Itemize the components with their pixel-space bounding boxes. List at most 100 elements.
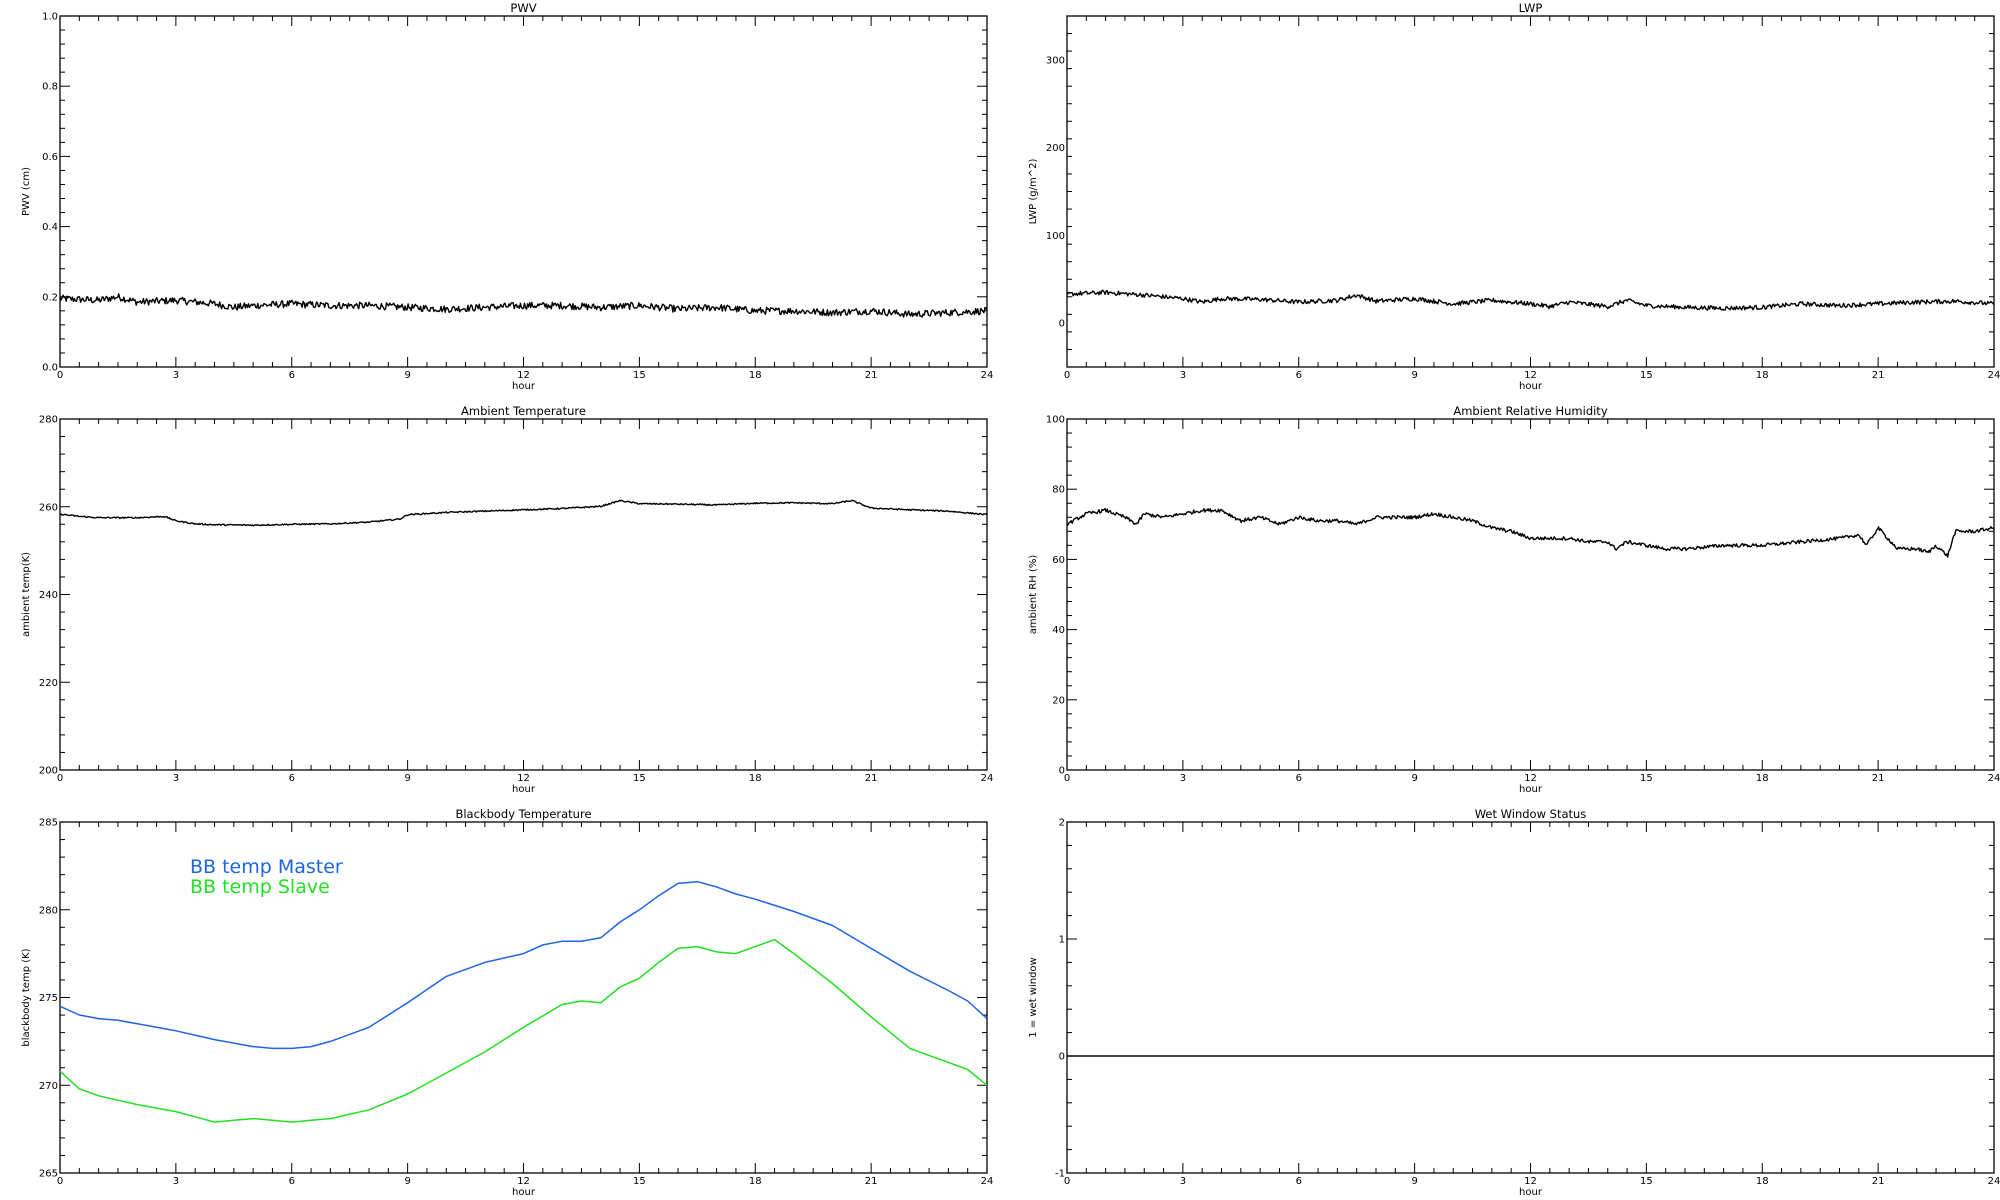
y-tick-label: 200 xyxy=(1046,143,1065,154)
x-tick-label: 6 xyxy=(1296,370,1302,381)
chart-title: Blackbody Temperature xyxy=(455,807,591,821)
y-tick-label: 2 xyxy=(1059,818,1065,829)
x-tick-label: 15 xyxy=(1640,1176,1653,1187)
x-tick-label: 12 xyxy=(1524,1176,1537,1187)
series-line-bb-temp-master xyxy=(60,880,987,1050)
plot-frame xyxy=(1066,418,1995,771)
x-tick-label: 0 xyxy=(57,773,63,784)
x-tick-label: 9 xyxy=(1411,773,1417,784)
x-axis-label: hour xyxy=(1519,1187,1543,1198)
chart-pwv: 0 3 6 9 12 15 18 21 24 0.0 0.2 0.4 0.6 0.8 1.0 PWV hour P… xyxy=(21,1,993,392)
x-tick-label: 21 xyxy=(865,773,878,784)
y-tick-label: 0.6 xyxy=(42,152,58,163)
y-tick-label: 280 xyxy=(39,905,58,916)
legend-entry: BB temp Slave xyxy=(190,876,330,898)
x-tick-label: 12 xyxy=(1524,773,1537,784)
x-axis-label: hour xyxy=(1519,784,1543,795)
y-tick-label: 285 xyxy=(39,818,58,829)
x-tick-label: 18 xyxy=(749,773,762,784)
y-axis-label: ambient RH (%) xyxy=(1028,555,1039,635)
y-tick-label: 100 xyxy=(1046,231,1065,242)
x-tick-label: 24 xyxy=(981,773,994,784)
y-tick-label: 0.8 xyxy=(42,82,58,93)
y-tick-label: 270 xyxy=(39,1081,58,1092)
legend-entry: BB temp Master xyxy=(190,856,343,878)
x-axis-label: hour xyxy=(512,784,536,795)
plot-frame xyxy=(59,418,988,771)
x-tick-label: 3 xyxy=(173,1176,179,1187)
y-tick-label: 0.4 xyxy=(42,222,58,233)
x-tick-label: 15 xyxy=(1640,773,1653,784)
x-tick-label: 21 xyxy=(1872,370,1885,381)
y-tick-label: 1.0 xyxy=(42,12,58,23)
x-tick-label: 9 xyxy=(404,773,410,784)
x-tick-label: 0 xyxy=(1064,1176,1070,1187)
y-tick-label: 0.2 xyxy=(42,292,58,303)
x-tick-label: 21 xyxy=(1872,1176,1885,1187)
x-tick-label: 24 xyxy=(1988,773,2000,784)
x-axis-label: hour xyxy=(1519,381,1543,392)
x-tick-label: 24 xyxy=(1988,370,2000,381)
y-tick-label: 20 xyxy=(1052,695,1065,706)
plot-frame xyxy=(1066,15,1995,368)
series-line-1 xyxy=(60,293,987,318)
x-tick-label: 0 xyxy=(57,1176,63,1187)
x-tick-label: 24 xyxy=(981,370,994,381)
x-tick-label: 9 xyxy=(1411,370,1417,381)
y-tick-label: 275 xyxy=(39,993,58,1004)
y-axis-label: ambient temp(K) xyxy=(21,552,32,637)
series-line-1 xyxy=(60,499,987,527)
x-tick-label: 6 xyxy=(1296,773,1302,784)
chart-title: Ambient Temperature xyxy=(461,404,586,418)
x-tick-label: 6 xyxy=(289,1176,295,1187)
plot-frame xyxy=(1066,821,1995,1174)
y-tick-label: 100 xyxy=(1046,415,1065,426)
chart-ambient-temperature: 0 3 6 9 12 15 18 21 24 200 220 240 260 280 Ambient Tem… xyxy=(21,404,993,795)
x-tick-label: 3 xyxy=(1180,1176,1186,1187)
x-tick-label: 6 xyxy=(289,773,295,784)
x-tick-label: 6 xyxy=(1296,1176,1302,1187)
chart-title: PWV xyxy=(510,1,536,15)
chart-title: Ambient Relative Humidity xyxy=(1453,404,1607,418)
x-tick-label: 24 xyxy=(1988,1176,2000,1187)
x-tick-label: 18 xyxy=(1756,1176,1769,1187)
y-tick-label: -1 xyxy=(1055,1169,1065,1180)
x-tick-label: 12 xyxy=(517,370,530,381)
series-line-1 xyxy=(1067,289,1994,311)
chart-blackbody-temperature: 0 3 6 9 12 15 18 21 24 265 270 275 280 285 Blackbody T… xyxy=(21,807,993,1198)
y-tick-label: 80 xyxy=(1052,485,1065,496)
x-tick-label: 18 xyxy=(749,370,762,381)
x-tick-label: 15 xyxy=(633,370,646,381)
chart-ambient-relative-humidity: 0 3 6 9 12 15 18 21 24 0 20 40 60 80 100 Ambient Relati… xyxy=(1028,404,2000,795)
x-tick-label: 18 xyxy=(1756,773,1769,784)
y-tick-label: 0 xyxy=(1059,766,1065,777)
y-tick-label: 60 xyxy=(1052,555,1065,566)
x-tick-label: 0 xyxy=(1064,370,1070,381)
x-tick-label: 3 xyxy=(173,370,179,381)
chart-title: Wet Window Status xyxy=(1475,807,1587,821)
x-tick-label: 9 xyxy=(404,370,410,381)
y-tick-label: 300 xyxy=(1046,55,1065,66)
y-tick-label: 260 xyxy=(39,502,58,513)
x-tick-label: 6 xyxy=(289,370,295,381)
x-tick-label: 18 xyxy=(749,1176,762,1187)
y-tick-label: 0 xyxy=(1059,1052,1065,1063)
y-tick-label: 200 xyxy=(39,766,58,777)
x-tick-label: 12 xyxy=(1524,370,1537,381)
chart-title: LWP xyxy=(1519,1,1543,15)
x-tick-label: 21 xyxy=(1872,773,1885,784)
y-tick-label: 280 xyxy=(39,415,58,426)
x-tick-label: 0 xyxy=(1064,773,1070,784)
x-tick-label: 15 xyxy=(633,1176,646,1187)
x-tick-label: 3 xyxy=(1180,773,1186,784)
y-tick-label: 0.0 xyxy=(42,363,58,374)
x-axis-label: hour xyxy=(512,1187,536,1198)
x-tick-label: 3 xyxy=(173,773,179,784)
x-tick-label: 21 xyxy=(865,370,878,381)
y-tick-label: 220 xyxy=(39,678,58,689)
chart-lwp: 0 3 6 9 12 15 18 21 24 0 100 200 300 LWP hour LWP (g/m^… xyxy=(1028,1,2000,392)
y-tick-label: 40 xyxy=(1052,625,1065,636)
x-tick-label: 9 xyxy=(404,1176,410,1187)
